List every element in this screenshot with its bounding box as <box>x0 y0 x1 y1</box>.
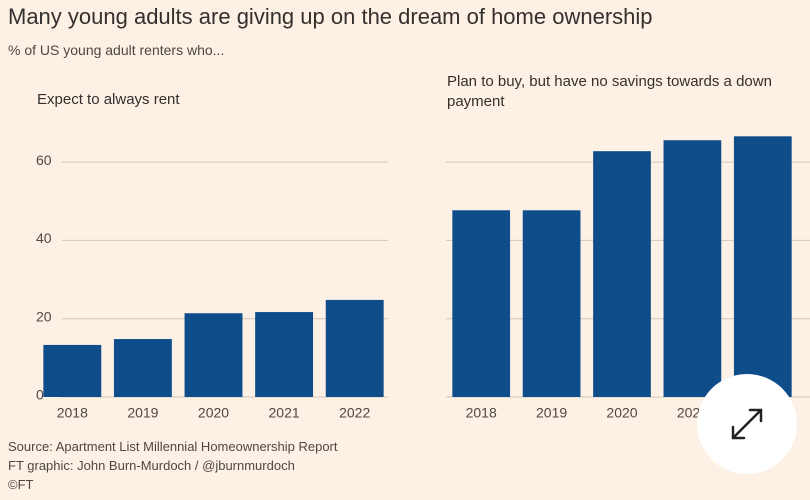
bar <box>43 344 102 397</box>
bar <box>733 136 792 397</box>
y-tick-label: 0 <box>36 387 44 403</box>
panel-title: Expect to always rent <box>37 91 180 108</box>
bar <box>663 140 722 398</box>
y-tick-label: 20 <box>36 308 52 324</box>
bar <box>593 151 651 397</box>
source: Source: Apartment List Millennial Homeow… <box>8 439 338 454</box>
panel-title: Plan to buy, but have no savings towards… <box>447 73 772 110</box>
expand-icon[interactable] <box>731 408 763 440</box>
x-tick-label: 2020 <box>606 405 637 421</box>
x-tick-label: 2019 <box>127 405 158 421</box>
x-tick-label: 2022 <box>339 405 370 421</box>
x-tick-label: 2018 <box>57 405 88 421</box>
bar <box>255 312 314 397</box>
bar <box>184 313 243 397</box>
expand-button[interactable] <box>697 374 797 474</box>
bar <box>113 339 172 397</box>
copyright: ©FT <box>8 477 34 492</box>
x-tick-label: 2019 <box>536 405 567 421</box>
page-title: Many young adults are giving up on the d… <box>8 4 653 29</box>
bar <box>522 210 581 397</box>
x-tick-label: 2020 <box>198 405 229 421</box>
bar <box>452 210 511 397</box>
x-tick-label: 2021 <box>269 405 300 421</box>
y-tick-label: 60 <box>36 152 52 168</box>
credit: FT graphic: John Burn-Murdoch / @jburnmu… <box>8 458 295 473</box>
x-tick-label: 2018 <box>466 405 497 421</box>
bar <box>325 299 384 397</box>
page-subtitle: % of US young adult renters who... <box>8 42 225 58</box>
y-tick-label: 40 <box>36 230 52 246</box>
